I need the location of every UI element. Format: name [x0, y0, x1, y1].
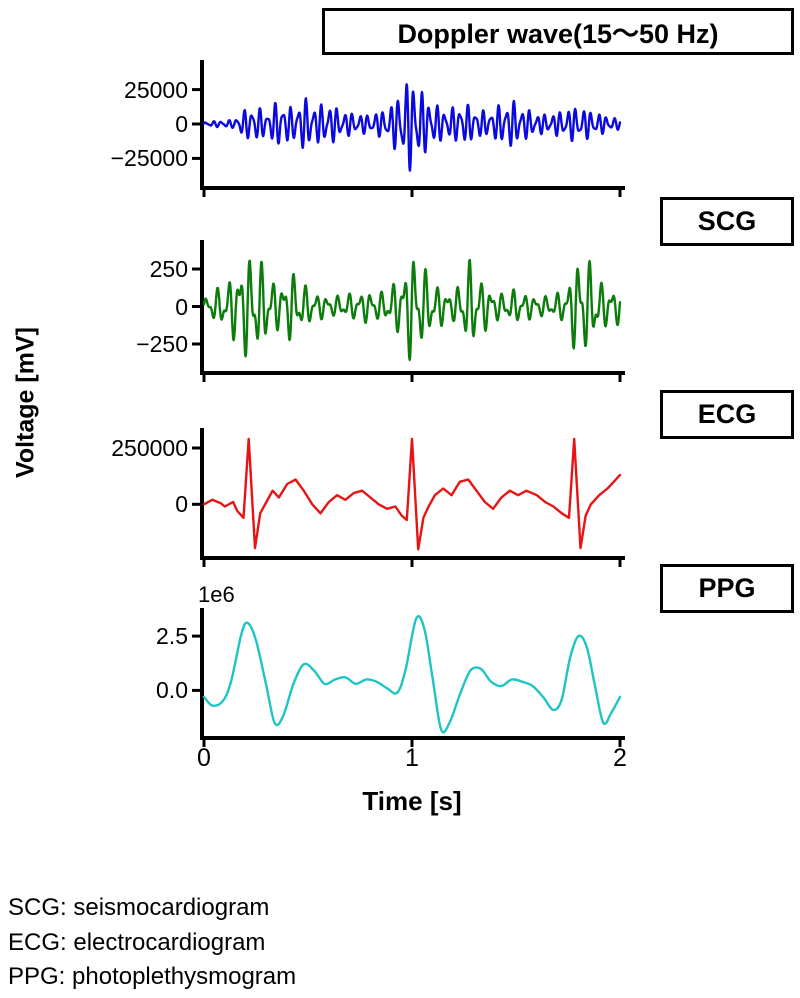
ppg-label: PPG: [698, 573, 756, 603]
ecg-label-box: ECG: [660, 390, 794, 439]
y-tick-label: 2.5: [156, 623, 188, 649]
scg-label-box: SCG: [660, 197, 794, 246]
y-tick-label: −25000: [110, 145, 188, 171]
footnote-ppg: PPG: photoplethysmogram: [8, 963, 297, 990]
x-tick-label: 0: [197, 744, 211, 772]
x-tick-label: 2: [613, 744, 627, 772]
y-tick-label: −250: [136, 331, 188, 357]
y-tick-label: 0: [175, 491, 188, 517]
ppg-waveform: [202, 615, 622, 734]
y-tick-label: 250: [149, 256, 188, 282]
ecg-waveform: [202, 437, 622, 551]
figure-title: Doppler wave(15～50 Hz): [397, 19, 719, 49]
footnote-ecg: ECG: electrocardiogram: [8, 929, 266, 956]
doppler-plot: [192, 60, 625, 197]
scg-waveform: [202, 258, 622, 362]
ppg-label-box: PPG: [660, 564, 794, 613]
footnote-scg: SCG: seismocardiogram: [8, 894, 270, 921]
doppler-title-box: Doppler wave(15～50 Hz): [322, 8, 794, 55]
y-tick-label: 25000: [124, 77, 188, 103]
y-axis-label: Voltage [mV]: [11, 327, 40, 478]
ppg-plot: [192, 608, 625, 747]
x-tick-label: 1: [405, 744, 419, 772]
y-tick-label: 0: [175, 111, 188, 137]
y-tick-label: 0.0: [156, 677, 188, 703]
ecg-plot: [192, 428, 625, 567]
scg-plot: [192, 240, 625, 382]
scg-label: SCG: [697, 206, 757, 236]
ppg-offset-text: 1e6: [198, 582, 235, 607]
y-tick-label: 250000: [111, 435, 188, 461]
doppler-wave-waveform: [202, 83, 622, 172]
ecg-label: ECG: [697, 399, 757, 429]
x-axis-label: Time [s]: [362, 786, 462, 816]
y-tick-label: 0: [175, 294, 188, 320]
